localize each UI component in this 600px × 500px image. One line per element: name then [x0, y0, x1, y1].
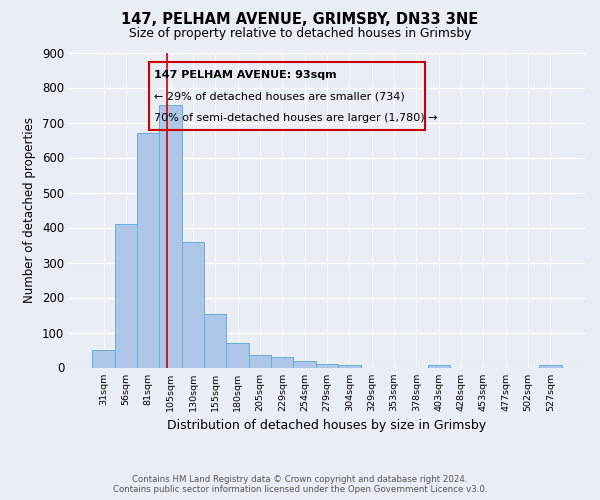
Text: ← 29% of detached houses are smaller (734): ← 29% of detached houses are smaller (73…	[154, 91, 405, 101]
Bar	[539, 364, 562, 368]
Y-axis label: Number of detached properties: Number of detached properties	[23, 117, 37, 303]
Bar	[293, 361, 316, 368]
Bar	[137, 133, 160, 368]
Bar	[226, 343, 249, 367]
Bar	[115, 224, 137, 368]
Bar	[338, 364, 361, 368]
Bar	[271, 357, 293, 368]
Text: Contains HM Land Registry data © Crown copyright and database right 2024.
Contai: Contains HM Land Registry data © Crown c…	[113, 474, 487, 494]
Text: 147, PELHAM AVENUE, GRIMSBY, DN33 3NE: 147, PELHAM AVENUE, GRIMSBY, DN33 3NE	[121, 12, 479, 28]
Bar	[428, 364, 450, 368]
Bar	[204, 314, 226, 368]
Bar	[160, 105, 182, 368]
Bar	[92, 350, 115, 368]
Text: 70% of semi-detached houses are larger (1,780) →: 70% of semi-detached houses are larger (…	[154, 112, 437, 122]
Bar	[149, 62, 425, 130]
Text: 147 PELHAM AVENUE: 93sqm: 147 PELHAM AVENUE: 93sqm	[154, 70, 337, 80]
Bar	[249, 355, 271, 368]
Bar	[182, 242, 204, 368]
X-axis label: Distribution of detached houses by size in Grimsby: Distribution of detached houses by size …	[167, 419, 487, 432]
Text: Size of property relative to detached houses in Grimsby: Size of property relative to detached ho…	[129, 28, 471, 40]
Bar	[316, 364, 338, 368]
